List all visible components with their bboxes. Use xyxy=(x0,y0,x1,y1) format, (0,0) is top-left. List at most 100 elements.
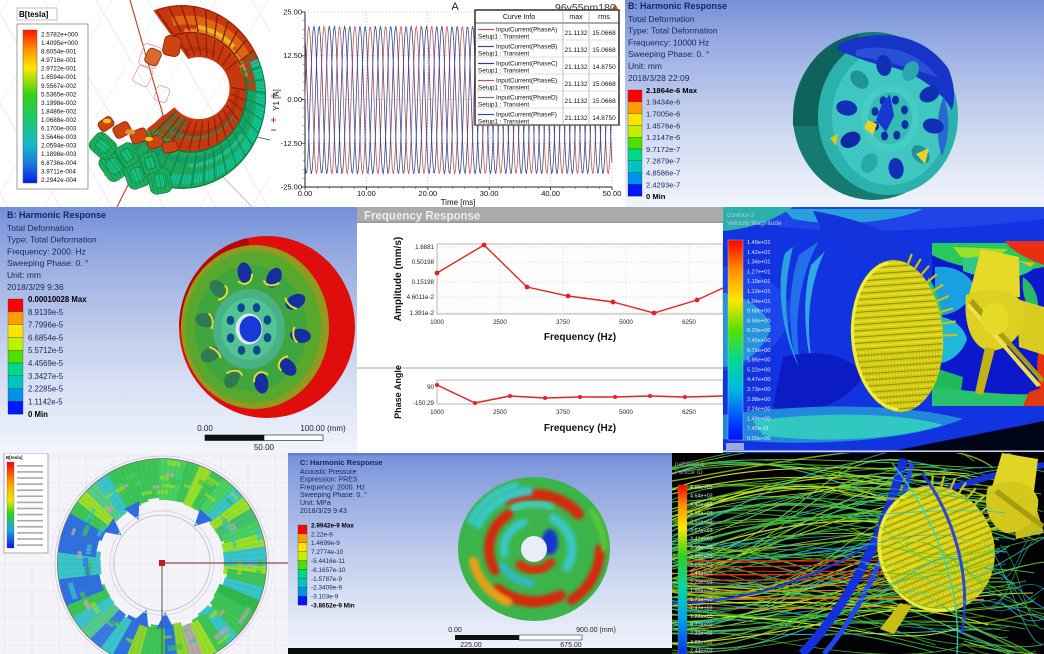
svg-text:InputCurrent(PhaseA): InputCurrent(PhaseA) xyxy=(496,27,557,34)
svg-text:6.71e+00: 6.71e+00 xyxy=(747,348,771,354)
svg-text:1.12e+01: 1.12e+01 xyxy=(747,289,771,295)
svg-text:0.00: 0.00 xyxy=(448,627,462,634)
svg-text:8.9139e-5: 8.9139e-5 xyxy=(28,308,64,317)
svg-text:Frequency: 10000 Hz: Frequency: 10000 Hz xyxy=(628,37,709,47)
svg-text:3.67e+03: 3.67e+03 xyxy=(690,528,713,534)
svg-text:21.1132: 21.1132 xyxy=(564,30,587,37)
svg-text:-25.00: -25.00 xyxy=(281,183,302,192)
svg-text:2.24e+00: 2.24e+00 xyxy=(747,407,771,413)
svg-text:3.18e+03: 3.18e+03 xyxy=(690,545,713,551)
svg-text:InputCurrent(PhaseD): InputCurrent(PhaseD) xyxy=(496,95,558,102)
svg-text:6.8736e-004: 6.8736e-004 xyxy=(41,160,77,167)
svg-text:4.9716e-001: 4.9716e-001 xyxy=(41,57,77,64)
svg-text:Setup1 : Transient: Setup1 : Transient xyxy=(478,119,529,126)
svg-text:2.0594e-003: 2.0594e-003 xyxy=(41,143,77,150)
svg-text:1.391e-2: 1.391e-2 xyxy=(410,310,435,317)
svg-text:Sweeping Phase: 0. °: Sweeping Phase: 0. ° xyxy=(300,491,367,499)
svg-text:7.7996e-5: 7.7996e-5 xyxy=(28,321,64,330)
svg-text:Curve Info: Curve Info xyxy=(503,14,535,21)
svg-text:1.42e+01: 1.42e+01 xyxy=(747,250,771,256)
svg-text:1000: 1000 xyxy=(430,319,444,326)
svg-text:Y1 [A]: Y1 [A] xyxy=(272,89,281,111)
svg-text:Setup1 : Transient: Setup1 : Transient xyxy=(478,68,529,75)
svg-text:pathlines-1: pathlines-1 xyxy=(675,462,705,468)
svg-text:15.0668: 15.0668 xyxy=(592,98,616,105)
svg-text:2018/3/28 22:09: 2018/3/28 22:09 xyxy=(628,73,690,83)
svg-text:-5.4416e-11: -5.4416e-11 xyxy=(311,558,345,565)
svg-text:50.00: 50.00 xyxy=(254,443,275,452)
svg-text:90: 90 xyxy=(427,384,434,391)
svg-text:21.1132: 21.1132 xyxy=(564,81,587,88)
svg-text:4.4569e-5: 4.4569e-5 xyxy=(28,359,64,368)
svg-text:2018/3/29 9:36: 2018/3/29 9:36 xyxy=(7,282,64,292)
svg-text:3.1998e-002: 3.1998e-002 xyxy=(41,100,77,107)
svg-text:1.6594e-001: 1.6594e-001 xyxy=(41,74,77,81)
svg-text:1.27e+01: 1.27e+01 xyxy=(747,269,771,275)
svg-text:0.00: 0.00 xyxy=(287,95,302,104)
svg-text:B: Harmonic Response: B: Harmonic Response xyxy=(628,1,727,11)
svg-text:-8.1657e-10: -8.1657e-10 xyxy=(311,567,346,574)
svg-text:4.6011e-2: 4.6011e-2 xyxy=(407,294,435,301)
svg-text:Time [ms]: Time [ms] xyxy=(441,198,476,207)
svg-text:20.00: 20.00 xyxy=(418,189,437,198)
svg-text:rms: rms xyxy=(598,14,610,21)
svg-text:InputCurrent(PhaseC): InputCurrent(PhaseC) xyxy=(496,61,558,68)
svg-text:Type: Total Deformation: Type: Total Deformation xyxy=(7,235,97,245)
svg-text:Amplitude (mm/s): Amplitude (mm/s) xyxy=(393,237,404,321)
svg-text:Setup1 : Transient: Setup1 : Transient xyxy=(478,102,529,109)
svg-text:InputCurrent(PhaseB): InputCurrent(PhaseB) xyxy=(496,44,557,51)
svg-text:contour-2: contour-2 xyxy=(727,212,755,219)
svg-text:1.4699e-9: 1.4699e-9 xyxy=(311,540,340,547)
svg-text:7.33e+02: 7.33e+02 xyxy=(690,631,713,637)
svg-text:2.44e+03: 2.44e+03 xyxy=(690,571,713,577)
svg-text:0 Min: 0 Min xyxy=(646,192,666,201)
svg-text:1.71e+03: 1.71e+03 xyxy=(690,597,713,603)
svg-text:900.00 (mm): 900.00 (mm) xyxy=(576,627,616,634)
svg-text:Frequency Response: Frequency Response xyxy=(364,211,480,223)
svg-text:2.9722e-001: 2.9722e-001 xyxy=(41,66,77,73)
svg-text:-12.50: -12.50 xyxy=(281,139,302,148)
svg-text:1.1142e-5: 1.1142e-5 xyxy=(28,397,63,406)
svg-text:4.88e+02: 4.88e+02 xyxy=(690,640,713,646)
svg-text:Particle ID: Particle ID xyxy=(675,470,703,476)
svg-text:Expression: PRES: Expression: PRES xyxy=(300,477,358,484)
svg-text:B[tesla]: B[tesla] xyxy=(6,455,23,460)
svg-text:5.5365e-002: 5.5365e-002 xyxy=(41,91,77,98)
svg-text:21.1132: 21.1132 xyxy=(564,47,587,54)
svg-text:2.2285e-5: 2.2285e-5 xyxy=(28,385,64,394)
svg-text:-3.103e-9: -3.103e-9 xyxy=(311,594,339,601)
svg-text:Total Deformation: Total Deformation xyxy=(7,223,74,233)
svg-text:Type: Total Deformation: Type: Total Deformation xyxy=(628,26,718,36)
svg-text:9.7172e-7: 9.7172e-7 xyxy=(646,145,680,154)
svg-text:Sweeping Phase: 0. °: Sweeping Phase: 0. ° xyxy=(7,258,88,268)
svg-text:3.91e+03: 3.91e+03 xyxy=(690,519,713,525)
svg-text:4.40e+03: 4.40e+03 xyxy=(690,502,713,508)
svg-text:2500: 2500 xyxy=(493,409,507,416)
svg-text:0.15198: 0.15198 xyxy=(412,279,435,286)
svg-text:0 Min: 0 Min xyxy=(28,410,48,419)
svg-text:0.00: 0.00 xyxy=(298,189,313,198)
svg-text:Frequency (Hz): Frequency (Hz) xyxy=(544,423,616,434)
svg-text:3.3427e-5: 3.3427e-5 xyxy=(28,372,64,381)
svg-text:4.47e+00: 4.47e+00 xyxy=(747,377,771,383)
svg-text:InputCurrent(PhaseF): InputCurrent(PhaseF) xyxy=(496,112,557,119)
svg-text:1.47e+03: 1.47e+03 xyxy=(690,605,713,611)
svg-text:15.0668: 15.0668 xyxy=(592,30,616,37)
svg-text:1.04e+01: 1.04e+01 xyxy=(747,299,771,305)
svg-text:2.5782e+000: 2.5782e+000 xyxy=(41,32,78,39)
svg-text:2.9942e-9 Max: 2.9942e-9 Max xyxy=(311,522,354,529)
svg-text:8.94e+00: 8.94e+00 xyxy=(747,318,771,324)
svg-text:4.64e+03: 4.64e+03 xyxy=(690,494,713,500)
svg-text:1000: 1000 xyxy=(430,409,444,416)
svg-text:9.5567e-002: 9.5567e-002 xyxy=(41,83,77,90)
svg-text:Phase Angle: Phase Angle xyxy=(393,365,403,419)
svg-text:14.8750: 14.8750 xyxy=(592,64,616,71)
svg-text:3.42e+03: 3.42e+03 xyxy=(690,537,713,543)
svg-text:1.22e+03: 1.22e+03 xyxy=(690,614,713,620)
svg-text:30.00: 30.00 xyxy=(480,189,499,198)
svg-text:6250: 6250 xyxy=(682,319,696,326)
svg-text:InputCurrent(PhaseE): InputCurrent(PhaseE) xyxy=(496,78,557,85)
svg-text:7.2774e-10: 7.2774e-10 xyxy=(311,549,344,556)
svg-text:1.95e+03: 1.95e+03 xyxy=(690,588,713,594)
svg-text:1.0688e-002: 1.0688e-002 xyxy=(41,117,77,124)
